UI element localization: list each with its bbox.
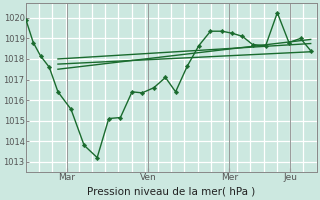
X-axis label: Pression niveau de la mer( hPa ): Pression niveau de la mer( hPa ) xyxy=(87,187,255,197)
